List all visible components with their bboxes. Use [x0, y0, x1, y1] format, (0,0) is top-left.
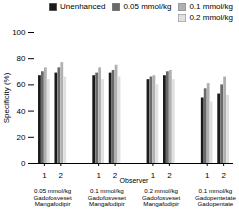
- svg-text:80: 80: [17, 54, 26, 63]
- svg-text:1: 1: [96, 171, 101, 180]
- svg-text:0.2 mmol/kgGadofosvesetMangafo: 0.2 mmol/kgGadofosvesetMangafodipir: [142, 187, 180, 207]
- svg-text:1: 1: [42, 171, 47, 180]
- svg-text:Specificity (%): Specificity (%): [2, 72, 11, 123]
- svg-text:60: 60: [17, 80, 26, 89]
- svg-text:100: 100: [12, 28, 26, 37]
- svg-text:1: 1: [151, 171, 156, 180]
- svg-text:2: 2: [59, 171, 64, 180]
- svg-text:2: 2: [167, 171, 172, 180]
- svg-text:40: 40: [17, 107, 26, 116]
- svg-text:Observer: Observer: [120, 177, 149, 184]
- html-text:0.2 mmol/kg: 0.2 mmol/kg: [189, 13, 233, 22]
- svg-text:0.1 mmol/kgGadopentetateGadope: 0.1 mmol/kgGadopentetateGadopentate: [195, 187, 236, 207]
- svg-text:20: 20: [17, 133, 26, 142]
- html-text:0.05 mmol/kg: 0.05 mmol/kg: [123, 2, 172, 11]
- svg-text:1: 1: [205, 171, 210, 180]
- svg-text:2: 2: [113, 171, 118, 180]
- html-text:Unenhanced: Unenhanced: [60, 2, 106, 11]
- html-text:0.1 mmol/kg: 0.1 mmol/kg: [189, 2, 233, 11]
- svg-text:2: 2: [221, 171, 226, 180]
- svg-text:0: 0: [21, 159, 26, 168]
- svg-text:0.05 mmol/kgGadofosvesetMangaf: 0.05 mmol/kgGadofosvesetMangafodipir: [33, 187, 71, 207]
- svg-text:0.1 mmol/kgGadofosvesetMangafo: 0.1 mmol/kgGadofosvesetMangafodipir: [88, 187, 126, 207]
